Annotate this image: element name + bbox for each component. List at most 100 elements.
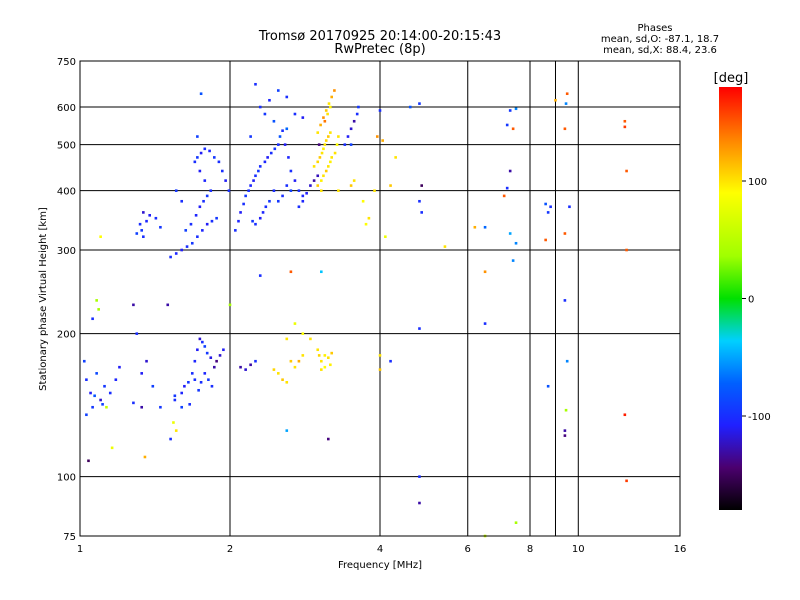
data-point	[172, 421, 175, 424]
data-point	[196, 135, 199, 138]
data-point	[263, 160, 267, 164]
data-point	[269, 151, 273, 155]
data-point	[418, 501, 421, 505]
data-point	[203, 372, 207, 375]
data-point	[349, 127, 353, 131]
data-point	[148, 214, 151, 217]
data-point	[285, 380, 289, 384]
data-point	[544, 238, 547, 242]
data-point	[323, 354, 327, 357]
x-tick-labels: 1 2 4 6 8 10 16	[77, 544, 687, 555]
data-point	[563, 232, 567, 235]
data-point	[309, 337, 312, 341]
data-point	[349, 143, 353, 146]
data-point	[273, 147, 277, 151]
data-point	[301, 194, 305, 198]
chart-subtitle: RwPretec (8p)	[334, 42, 425, 57]
data-point	[305, 191, 308, 195]
data-point	[326, 112, 329, 116]
data-point	[281, 194, 284, 198]
data-point	[333, 89, 336, 92]
data-point	[357, 105, 360, 109]
data-point	[201, 229, 204, 232]
data-point	[114, 378, 118, 381]
y-tick-label: 300	[57, 246, 76, 257]
data-point	[187, 380, 190, 384]
data-point	[251, 219, 254, 223]
data-point	[564, 408, 568, 412]
data-point	[268, 199, 271, 203]
data-point	[183, 384, 186, 388]
data-point	[196, 156, 199, 159]
data-point	[420, 211, 423, 214]
data-point	[234, 229, 237, 232]
data-point	[151, 384, 155, 388]
data-point	[418, 327, 421, 330]
data-point	[208, 149, 211, 153]
data-point	[337, 135, 340, 138]
data-point	[322, 116, 325, 119]
data-point	[505, 123, 509, 127]
data-point	[193, 160, 197, 164]
data-point	[418, 475, 421, 478]
plot-frame	[79, 60, 681, 537]
data-point	[316, 348, 320, 352]
chart-title: Tromsø 20170925 20:14:00-20:15:43	[258, 29, 501, 44]
data-point	[335, 143, 339, 146]
data-point	[82, 359, 86, 363]
data-point	[95, 372, 98, 375]
y-tick-label: 500	[57, 141, 76, 152]
data-point	[199, 151, 203, 155]
data-point	[173, 394, 177, 398]
data-point	[213, 156, 216, 159]
y-tick-label: 750	[57, 57, 76, 68]
data-point	[180, 391, 184, 395]
data-point	[169, 437, 172, 441]
data-point	[222, 348, 225, 352]
data-point	[317, 354, 321, 357]
data-point	[261, 211, 265, 214]
data-point	[320, 189, 323, 192]
data-point	[316, 131, 320, 134]
data-point	[323, 143, 327, 146]
data-point	[202, 199, 205, 203]
data-point	[320, 270, 323, 274]
y-tick-label: 200	[57, 330, 76, 341]
data-point	[301, 354, 305, 357]
data-point	[508, 169, 512, 173]
data-point	[483, 270, 487, 274]
x-tick-label: 1	[77, 544, 83, 555]
data-point	[327, 165, 330, 168]
data-point	[394, 156, 397, 159]
x-tick-label: 2	[227, 544, 233, 555]
data-point	[546, 384, 550, 388]
y-tick-label: 75	[63, 532, 76, 543]
data-point	[258, 274, 262, 277]
data-point	[194, 214, 198, 217]
data-point	[89, 391, 92, 395]
data-point	[140, 405, 144, 409]
data-point	[185, 245, 189, 248]
data-point	[180, 199, 184, 203]
data-point	[189, 222, 193, 226]
data-point	[244, 368, 247, 371]
data-point	[514, 241, 518, 245]
colorbar-tick-label: -100	[748, 412, 771, 423]
data-point	[323, 119, 327, 123]
x-tick-label: 8	[527, 544, 533, 555]
data-point	[254, 222, 257, 226]
data-point	[329, 363, 332, 367]
colorbar-label: [deg]	[714, 71, 749, 86]
data-point	[190, 372, 194, 375]
data-point	[320, 359, 323, 363]
data-point	[205, 222, 209, 226]
data-point	[249, 135, 252, 138]
data-point	[563, 299, 567, 302]
data-point	[473, 225, 477, 229]
data-point	[514, 521, 518, 524]
data-point	[209, 189, 213, 192]
data-point	[91, 317, 94, 321]
data-point	[193, 378, 197, 381]
data-point	[285, 429, 289, 432]
data-point	[138, 222, 142, 226]
